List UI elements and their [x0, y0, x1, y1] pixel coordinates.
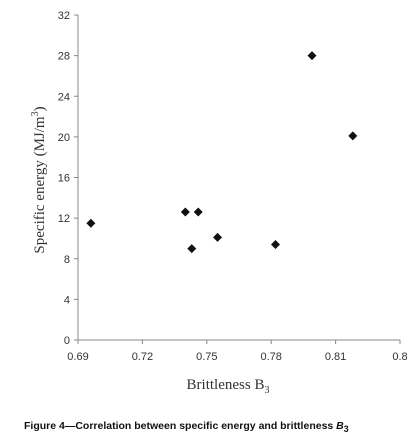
data-point	[193, 207, 203, 217]
figure-caption-subscript: 3	[343, 424, 349, 435]
chart-axes	[77, 15, 400, 341]
x-axis-title-text: Brittleness B	[187, 377, 265, 393]
x-tick-label: 0.78	[260, 351, 281, 363]
figure-caption: Figure 4—Correlation between specific en…	[24, 420, 349, 434]
x-axis-title-subscript: 3	[264, 385, 269, 396]
data-point	[348, 131, 358, 141]
y-tick-label: 4	[64, 294, 70, 306]
y-tick-label: 32	[58, 10, 70, 22]
x-axis-ticks: 0.69 0.72 0.75 0.78 0.81 0.8	[67, 340, 408, 363]
x-tick-label: 0.69	[67, 351, 88, 363]
x-tick-label: 0.72	[132, 351, 153, 363]
y-tick-label: 16	[58, 173, 70, 185]
y-tick-label: 12	[58, 213, 70, 225]
y-tick-label: 28	[58, 51, 70, 63]
y-axis-ticks: 0 4 8 12 16 20 24 28 32	[58, 10, 78, 347]
data-point	[180, 207, 190, 217]
x-axis-title: Brittleness B3	[187, 377, 270, 396]
y-axis-title-suffix: )	[32, 106, 48, 111]
y-axis-title-superscript: 3	[30, 111, 41, 116]
y-axis-title: Specific energy (MJ/m3)	[30, 106, 48, 253]
y-tick-label: 24	[58, 91, 70, 103]
x-tick-label: 0.81	[325, 351, 346, 363]
data-point	[86, 218, 96, 228]
figure-caption-text: Figure 4—Correlation between specific en…	[24, 420, 337, 432]
data-point	[213, 232, 223, 242]
x-tick-label: 0.8	[392, 351, 407, 363]
data-point	[270, 240, 280, 250]
y-tick-label: 20	[58, 132, 70, 144]
y-axis-title-text: Specific energy (MJ/m	[32, 116, 48, 254]
data-point	[187, 244, 197, 254]
x-tick-label: 0.75	[196, 351, 217, 363]
figure-caption-symbol: B	[336, 420, 344, 432]
data-point	[307, 51, 317, 61]
y-tick-label: 8	[64, 254, 70, 266]
data-points	[86, 51, 358, 254]
y-tick-label: 0	[64, 335, 70, 347]
